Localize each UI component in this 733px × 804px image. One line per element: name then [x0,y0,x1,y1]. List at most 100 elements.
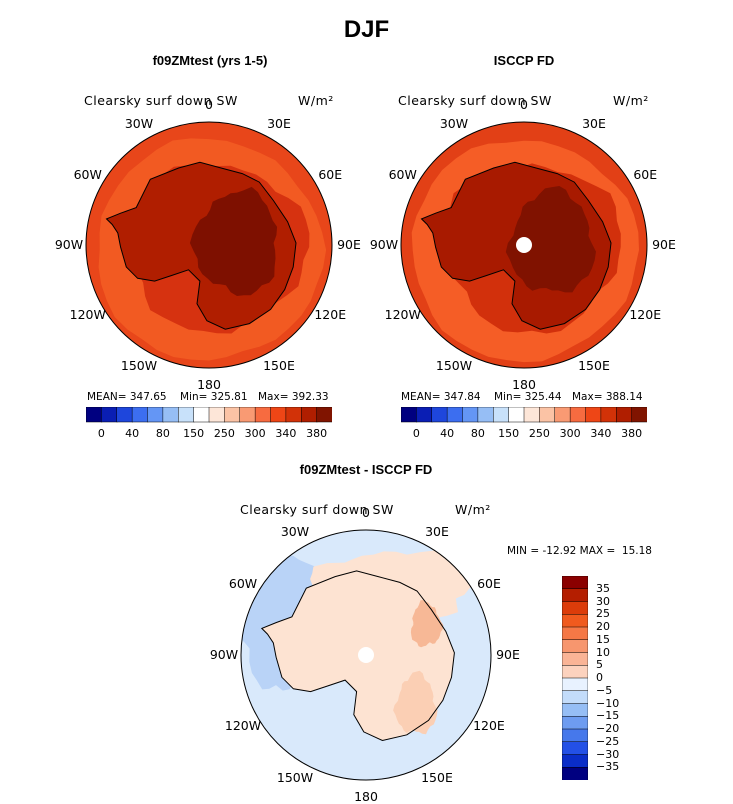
colorbar-swatch [178,407,195,423]
map-border [400,121,648,369]
colorbar-swatch [508,407,525,423]
colorbar-swatch [585,407,602,423]
colorbar-tick-label: −25 [596,734,620,748]
colorbar-tick-label: 150 [183,427,205,440]
lon-label: 60W [228,576,258,591]
lon-label: 30W [439,115,469,131]
page-title: DJF [343,16,390,43]
lon-label: 150W [276,769,314,785]
colorbar-tick-label: 250 [528,427,550,440]
lon-label: 120W [384,307,421,322]
map-positive-band-3 [410,600,444,648]
lon-label: 120E [314,307,347,322]
colorbar-tick-label: −15 [596,709,620,723]
lon-label: 30E [267,115,291,131]
panel2-mean: MEAN= 347.84 [401,391,481,403]
panel3-minmax: MIN = -12.92 MAX = 15.18 [507,545,652,557]
colorbar-swatch [562,767,588,780]
panel3-colorbar [562,576,588,780]
colorbar-swatch [162,407,180,423]
colorbar-swatch [101,407,118,423]
colorbar-tick-label: 300 [559,427,581,440]
lon-label: 30E [425,524,449,540]
colorbar-swatch [631,407,647,423]
panel3-variable: Clearsky surf down SW [240,502,394,517]
lon-label: 90W [54,237,84,252]
colorbar-tick-label: −30 [596,747,620,761]
lon-label: 90W [209,647,239,662]
lon-label: 60W [73,167,102,182]
colorbar-swatch [493,407,510,423]
coastline [105,161,297,330]
colorbar-tick-label: −20 [596,722,620,735]
panel2-min: Min= 325.44 [494,391,562,403]
colorbar-swatch [562,754,588,768]
panel3-units: W/m² [455,502,491,517]
colorbar-tick-label: 35 [596,581,610,595]
colorbar-swatch [131,407,149,423]
map-plateau-band [505,186,596,293]
panel2-variable: Clearsky surf down SW [398,93,552,108]
panel2-units: W/m² [613,93,649,108]
lon-label: 120E [473,718,505,733]
colorbar-swatch [616,407,633,423]
lon-label: 90W [369,237,399,252]
lon-label: 150W [120,358,158,374]
colorbar-tick-label: 10 [596,645,610,659]
colorbar-tick-label: 15 [596,632,610,646]
colorbar-swatch [562,639,588,654]
colorbar-swatch [116,407,133,423]
colorbar-swatch [562,665,588,679]
colorbar-tick-label: 25 [596,607,610,621]
panel2-colorbar [401,407,647,423]
colorbar-tick-label: 380 [306,427,328,440]
colorbar-swatch [554,407,571,423]
coastline [420,161,612,330]
colorbar-swatch [562,703,588,717]
lon-label: 180 [197,377,221,392]
colorbar-swatch [193,407,210,423]
colorbar-tick-label: −5 [596,683,613,697]
lon-label: 180 [512,377,536,392]
map-1 [85,121,333,369]
map-border [85,121,333,369]
map-3 [240,529,492,781]
lon-label: 30E [582,115,606,131]
colorbar-tick-label: −35 [596,760,620,774]
colorbar-swatch [477,407,495,423]
lon-label: 150E [421,769,453,785]
colorbar-swatch [562,652,588,666]
colorbar-swatch [446,407,464,423]
colorbar-swatch [569,407,587,423]
colorbar-tick-label: 80 [470,427,485,440]
colorbar-swatch [462,407,479,423]
lon-label: 60E [477,576,501,591]
pole-missing-data [516,237,532,253]
lon-label: 90E [337,237,361,252]
colorbar-tick-label: 150 [498,427,520,440]
lon-label: 180 [354,789,378,804]
panel2-title: ISCCP FD [493,53,555,68]
panel3-title: f09ZMtest - ISCCP FD [299,462,433,477]
colorbar-swatch [239,407,256,423]
colorbar-swatch [301,407,318,423]
lon-label: 60E [633,167,658,182]
colorbar-swatch [285,407,303,423]
map-border [240,529,492,781]
colorbar-tick-label: 40 [125,427,140,440]
colorbar-swatch [562,690,588,705]
lon-label: 120W [224,718,262,733]
colorbar-tick-label: 0 [412,427,420,440]
panel1-variable: Clearsky surf down SW [84,93,238,108]
lon-label: 60W [388,167,417,182]
colorbar-swatch [254,407,272,423]
colorbar-tick-label: 250 [213,427,235,440]
panel1-max: Max= 392.33 [258,391,329,403]
lon-label: 150E [578,358,610,374]
panel1-title: f09ZMtest (yrs 1-5) [152,53,268,68]
map-plateau-band [189,186,278,296]
map-positive-band-2 [393,670,438,735]
lon-label: 150E [263,358,295,374]
colorbar-swatch [562,588,588,603]
colorbar-tick-label: 20 [596,620,610,633]
